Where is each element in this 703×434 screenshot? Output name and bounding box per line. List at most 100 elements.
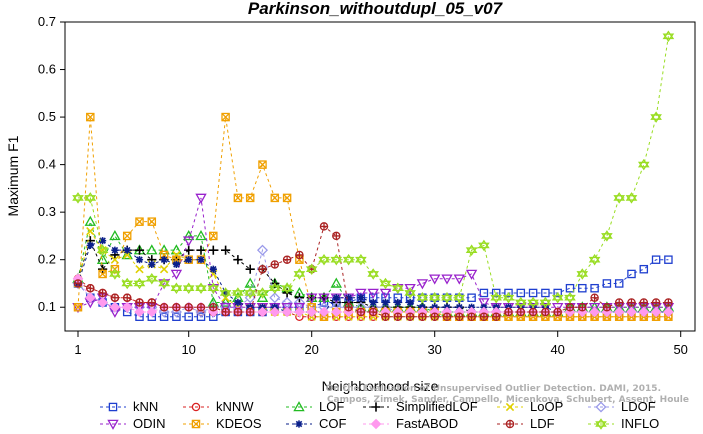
legend-label: FastABOD [396,416,458,431]
data-point-lof [219,296,232,307]
data-point-ldf [565,302,575,312]
data-point-lof [182,229,195,241]
data-point-odin [428,274,441,285]
data-point-odin [355,288,367,299]
y-tick-label: 0.1 [38,299,56,314]
data-point-odin [182,236,195,247]
data-point-loop [135,265,144,274]
data-point-ldf [430,312,439,321]
legend-label: kNN [133,399,158,414]
data-point-knn [541,288,550,298]
legend-label: SimplifiedLOF [396,399,478,414]
data-point-ldf [467,312,476,321]
data-point-odin [588,302,601,314]
data-point-lof [109,229,121,241]
data-point-inflo [133,277,146,290]
data-point-inflo [391,282,404,294]
data-point-lof [195,229,207,241]
data-point-odin [465,269,478,280]
data-point-inflo [109,268,121,280]
legend-label: LOF [319,399,344,414]
plot-series [72,30,675,321]
data-point-cof [172,260,180,269]
y-tick-label: 0.5 [38,109,56,124]
data-point-inflo [305,263,318,275]
data-point-inflo [96,244,109,256]
data-point-cof [394,298,402,307]
data-point-kdeos [209,231,218,241]
data-point-inflo [404,287,416,299]
data-point-inflo [355,253,367,266]
data-point-fastabod [306,306,318,318]
data-point-inflo [72,192,84,204]
data-point-inflo [650,111,662,123]
data-point-loop [86,227,95,236]
data-point-inflo [514,296,527,309]
data-point-ldof [170,306,182,318]
x-tick-label: 20 [304,342,318,357]
legend-marker [505,419,515,429]
data-point-fastabod [638,306,650,318]
data-point-ldf [233,307,243,317]
legend-label: COF [319,416,347,431]
data-point-ldf [491,312,501,321]
legend-item-inflo: INFLO [588,416,659,431]
data-point-inflo [232,287,244,299]
y-axis-label: Maximum F1 [5,135,21,216]
data-point-cof [111,246,119,254]
x-axis-label: Neighborhood size [322,378,439,394]
data-point-fastabod [269,306,281,318]
data-point-ldf [282,255,292,264]
data-point-ldf [418,312,427,321]
data-point-ldf [455,312,464,321]
legend-marker [595,418,607,430]
legend-marker [293,401,305,412]
data-point-inflo [662,30,675,43]
credit-line-1: Campos, Zimek, Sander, Campello, Micenko… [327,395,689,405]
data-point-lof [146,244,158,255]
legend-label: kNNW [216,399,254,414]
x-tick-label: 40 [550,342,564,357]
legend-marker [295,420,303,428]
data-point-ldof [195,306,207,318]
data-point-lof [96,253,109,264]
data-point-odin [416,279,429,290]
data-point-inflo [84,192,97,204]
data-point-knn [614,279,624,288]
data-point-knn [651,255,661,264]
data-point-knn [590,283,599,293]
x-tick-label: 10 [181,342,195,357]
legend-item-lof: LOF [286,399,344,414]
data-point-ldf [356,307,366,317]
data-point-ldf [627,298,636,307]
data-point-fastabod [84,292,96,304]
data-point-loop [159,265,169,274]
series-inflo [72,30,675,309]
data-point-ldf [516,307,526,317]
data-point-knn [553,288,562,298]
data-point-inflo [342,253,355,266]
legend-item-knn: kNN [100,399,158,414]
data-point-ldf [110,293,120,302]
data-point-odin [379,288,392,299]
data-point-knn [565,283,575,293]
data-point-inflo [465,244,478,256]
data-point-inflo [428,291,441,304]
data-point-knn [578,283,587,293]
data-point-ldf [258,264,267,274]
data-point-inflo [195,282,207,294]
data-point-inflo [502,291,515,304]
data-point-inflo [564,291,576,304]
data-point-knn [602,279,612,288]
data-point-ldf [319,222,329,231]
data-point-ldf [442,312,452,321]
legend-marker [505,402,515,412]
data-point-simplifiedlof [134,245,145,255]
data-point-ldf [344,302,353,312]
legend-item-odin: ODIN [100,416,166,431]
y-tick-label: 0.6 [38,62,56,77]
data-point-inflo [490,291,503,304]
data-point-ldf [578,302,587,312]
data-point-inflo [613,192,626,204]
data-point-ldof [158,306,170,318]
